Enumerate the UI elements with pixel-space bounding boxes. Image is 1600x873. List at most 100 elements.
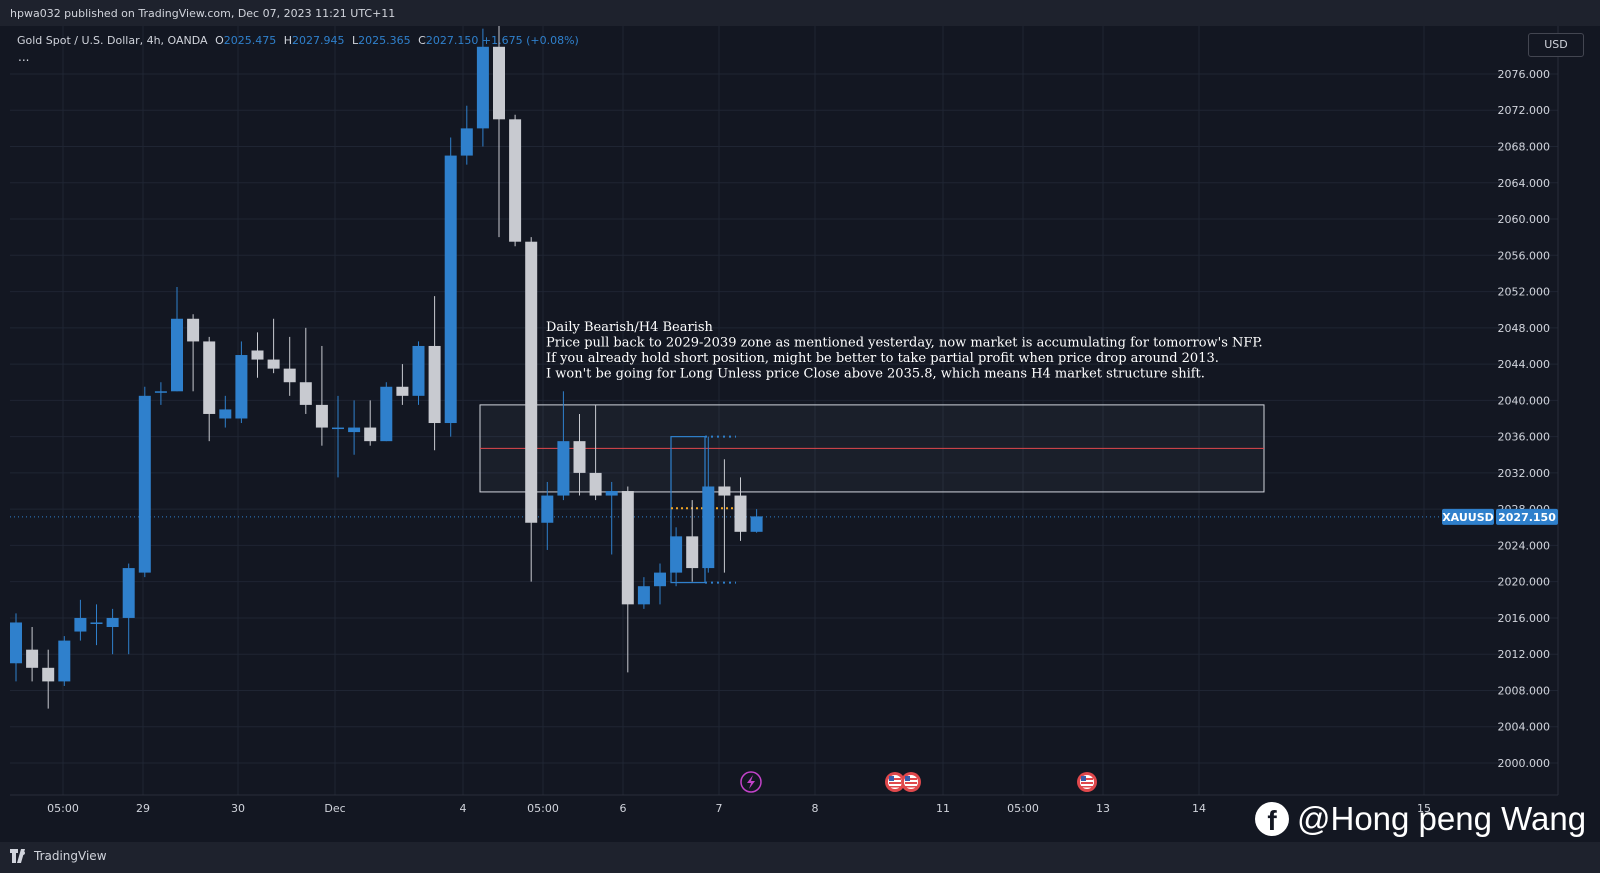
- low-value: 2025.365: [358, 34, 411, 47]
- candle: [605, 481, 618, 555]
- candle: [493, 19, 505, 238]
- flag-stripe: [889, 782, 901, 784]
- price-tick-label: 2020.000: [1498, 576, 1551, 589]
- time-tick-label: 13: [1096, 802, 1110, 815]
- time-tick-label: 14: [1192, 802, 1206, 815]
- candle: [670, 527, 683, 587]
- candle: [90, 604, 103, 646]
- price-tick-label: 2040.000: [1498, 394, 1551, 407]
- candle-body: [605, 491, 618, 496]
- price-tick-label: 2012.000: [1498, 648, 1551, 661]
- time-tick-label: 8: [812, 802, 819, 815]
- events-layer: [740, 771, 1097, 793]
- candle: [380, 382, 393, 442]
- candle: [122, 563, 135, 655]
- candle: [138, 386, 151, 578]
- tradingview-logo[interactable]: TradingView: [10, 849, 107, 863]
- candle-body: [621, 491, 634, 605]
- close-label: C: [418, 34, 426, 47]
- candle-body: [154, 391, 167, 393]
- close-value: 2027.150: [425, 34, 479, 47]
- candle: [26, 627, 39, 682]
- candle-body: [315, 404, 328, 428]
- candle-body: [251, 350, 264, 360]
- candle: [686, 500, 699, 582]
- candle-body: [380, 386, 393, 442]
- price-tick-label: 2016.000: [1498, 612, 1551, 625]
- candle-body: [396, 386, 409, 396]
- currency-button[interactable]: USD: [1528, 33, 1584, 57]
- candle-body: [493, 46, 505, 120]
- open-label: O: [215, 34, 224, 47]
- candle-body: [90, 622, 103, 624]
- candle-body: [573, 441, 586, 473]
- candle: [718, 459, 731, 573]
- price-tick-label: 2024.000: [1498, 539, 1551, 552]
- author-watermark: f @Hong peng Wang: [1255, 800, 1586, 838]
- candle-body: [332, 427, 344, 430]
- candle: [541, 481, 554, 550]
- candle: [621, 486, 634, 673]
- candle-body: [637, 586, 650, 605]
- candle-body: [267, 359, 280, 369]
- time-tick-label: 05:00: [47, 802, 79, 815]
- candle: [171, 287, 183, 392]
- price-tick-label: 2056.000: [1498, 249, 1551, 262]
- candle: [299, 327, 312, 414]
- candle-body: [750, 516, 763, 532]
- candle-body: [122, 568, 135, 618]
- candle: [348, 400, 361, 455]
- candle-body: [509, 119, 522, 242]
- candle-body: [734, 495, 747, 532]
- candle: [509, 114, 522, 247]
- price-tick-label: 2048.000: [1498, 322, 1551, 335]
- candle: [412, 341, 425, 405]
- lightning-icon: [747, 775, 755, 789]
- candle: [10, 613, 22, 682]
- price-tick-label: 2068.000: [1498, 141, 1551, 154]
- plot-background: [10, 26, 1558, 795]
- candle: [251, 332, 264, 378]
- flag-canton: [889, 776, 894, 781]
- change-value: +1.675 (+0.08%): [481, 34, 579, 47]
- candle: [396, 364, 409, 405]
- candle-body: [171, 318, 183, 392]
- candle-body: [412, 345, 425, 396]
- symbol-tag-text: XAUUSD: [1442, 511, 1494, 524]
- symbol-legend[interactable]: Gold Spot / U.S. Dollar, 4h, OANDA O 2025…: [17, 34, 579, 47]
- price-tick-label: 2004.000: [1498, 721, 1551, 734]
- time-tick-label: 29: [136, 802, 150, 815]
- price-tick-label: 2072.000: [1498, 104, 1551, 117]
- bottom-bar: [0, 842, 1600, 873]
- candle: [637, 577, 650, 609]
- candle-body: [138, 395, 151, 573]
- candle-body: [541, 495, 554, 523]
- flag-stripe: [905, 786, 917, 788]
- candle: [364, 400, 377, 446]
- candle-body: [428, 345, 441, 424]
- flag-stripe: [905, 782, 917, 784]
- economic-event-icon: [740, 771, 762, 793]
- candle: [42, 649, 55, 709]
- more-indicators[interactable]: ...: [18, 50, 30, 64]
- candle: [154, 382, 167, 405]
- candle-body: [654, 572, 666, 587]
- price-tick-label: 2052.000: [1498, 286, 1551, 299]
- candle-body: [348, 427, 361, 433]
- time-tick-label: 05:00: [1007, 802, 1039, 815]
- candle: [734, 477, 747, 541]
- us-flag-icon: [901, 772, 921, 792]
- time-tick-label: 05:00: [527, 802, 559, 815]
- candle: [428, 296, 441, 451]
- candle: [187, 314, 200, 392]
- annotation-line: I won't be going for Long Unless price C…: [546, 367, 1205, 382]
- annotation-line: If you already hold short position, migh…: [546, 351, 1219, 366]
- candle: [476, 28, 489, 147]
- price-tick-label: 2008.000: [1498, 684, 1551, 697]
- candle: [235, 341, 248, 424]
- candle: [315, 345, 328, 446]
- symbol-name[interactable]: Gold Spot / U.S. Dollar, 4h, OANDA: [17, 34, 208, 47]
- price-tick-label: 2064.000: [1498, 177, 1551, 190]
- tradingview-icon: [10, 849, 26, 863]
